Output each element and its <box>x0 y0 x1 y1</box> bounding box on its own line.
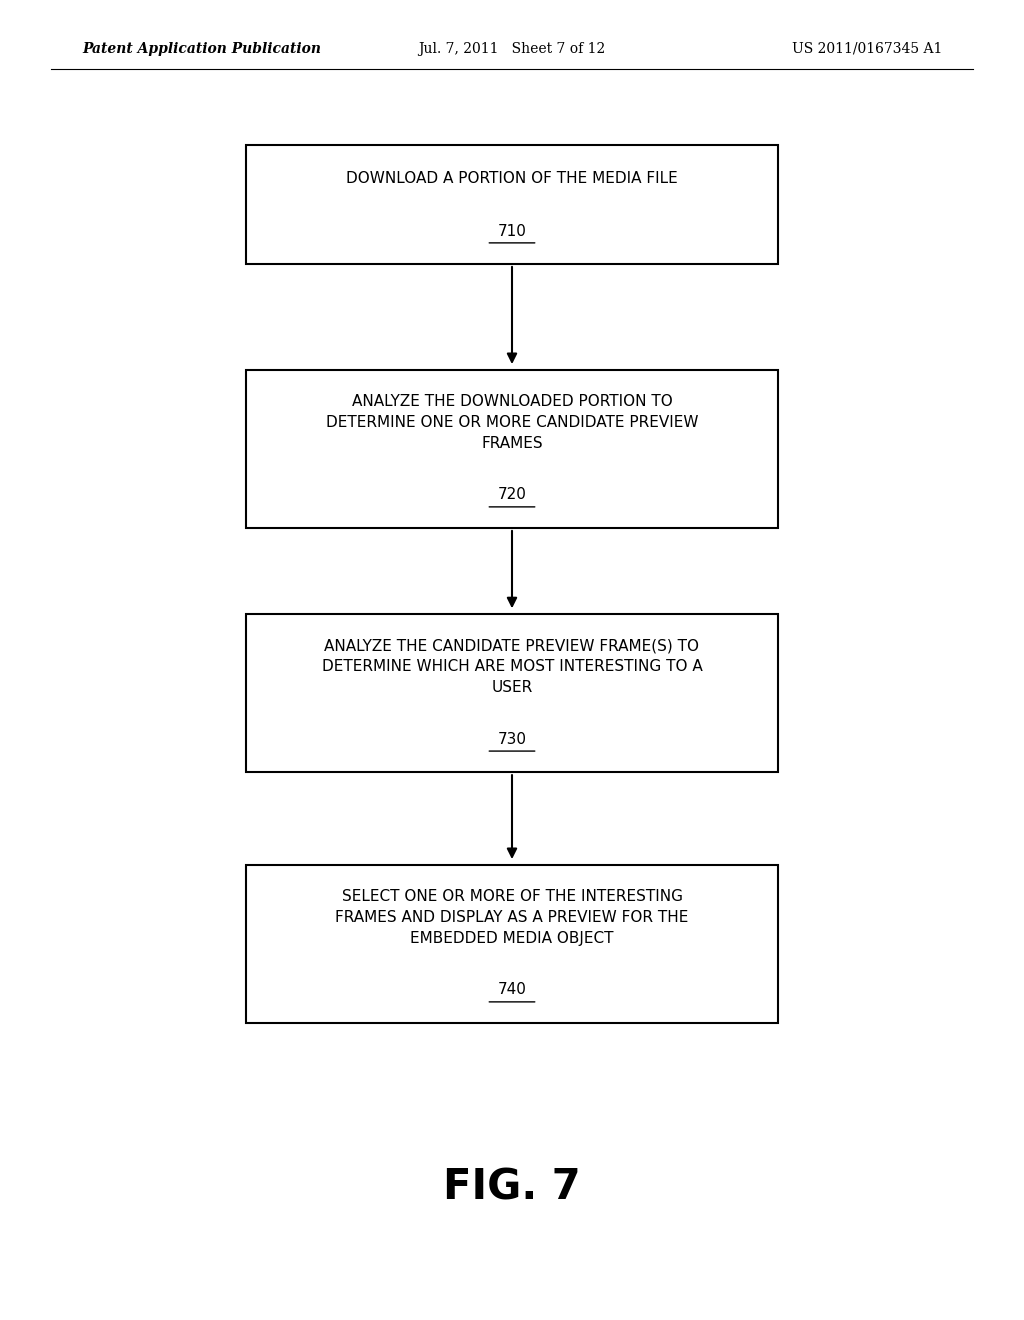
Text: ANALYZE THE DOWNLOADED PORTION TO
DETERMINE ONE OR MORE CANDIDATE PREVIEW
FRAMES: ANALYZE THE DOWNLOADED PORTION TO DETERM… <box>326 393 698 451</box>
Text: ANALYZE THE CANDIDATE PREVIEW FRAME(S) TO
DETERMINE WHICH ARE MOST INTERESTING T: ANALYZE THE CANDIDATE PREVIEW FRAME(S) T… <box>322 638 702 696</box>
Text: Patent Application Publication: Patent Application Publication <box>82 42 321 55</box>
Text: Jul. 7, 2011   Sheet 7 of 12: Jul. 7, 2011 Sheet 7 of 12 <box>419 42 605 55</box>
FancyBboxPatch shape <box>246 145 778 264</box>
Text: FIG. 7: FIG. 7 <box>443 1167 581 1209</box>
Text: 740: 740 <box>498 982 526 998</box>
FancyBboxPatch shape <box>246 865 778 1023</box>
Text: US 2011/0167345 A1: US 2011/0167345 A1 <box>792 42 942 55</box>
FancyBboxPatch shape <box>246 370 778 528</box>
FancyBboxPatch shape <box>246 614 778 772</box>
Text: DOWNLOAD A PORTION OF THE MEDIA FILE: DOWNLOAD A PORTION OF THE MEDIA FILE <box>346 170 678 186</box>
Text: 730: 730 <box>498 731 526 747</box>
Text: SELECT ONE OR MORE OF THE INTERESTING
FRAMES AND DISPLAY AS A PREVIEW FOR THE
EM: SELECT ONE OR MORE OF THE INTERESTING FR… <box>335 888 689 946</box>
Text: 710: 710 <box>498 223 526 239</box>
Text: 720: 720 <box>498 487 526 503</box>
